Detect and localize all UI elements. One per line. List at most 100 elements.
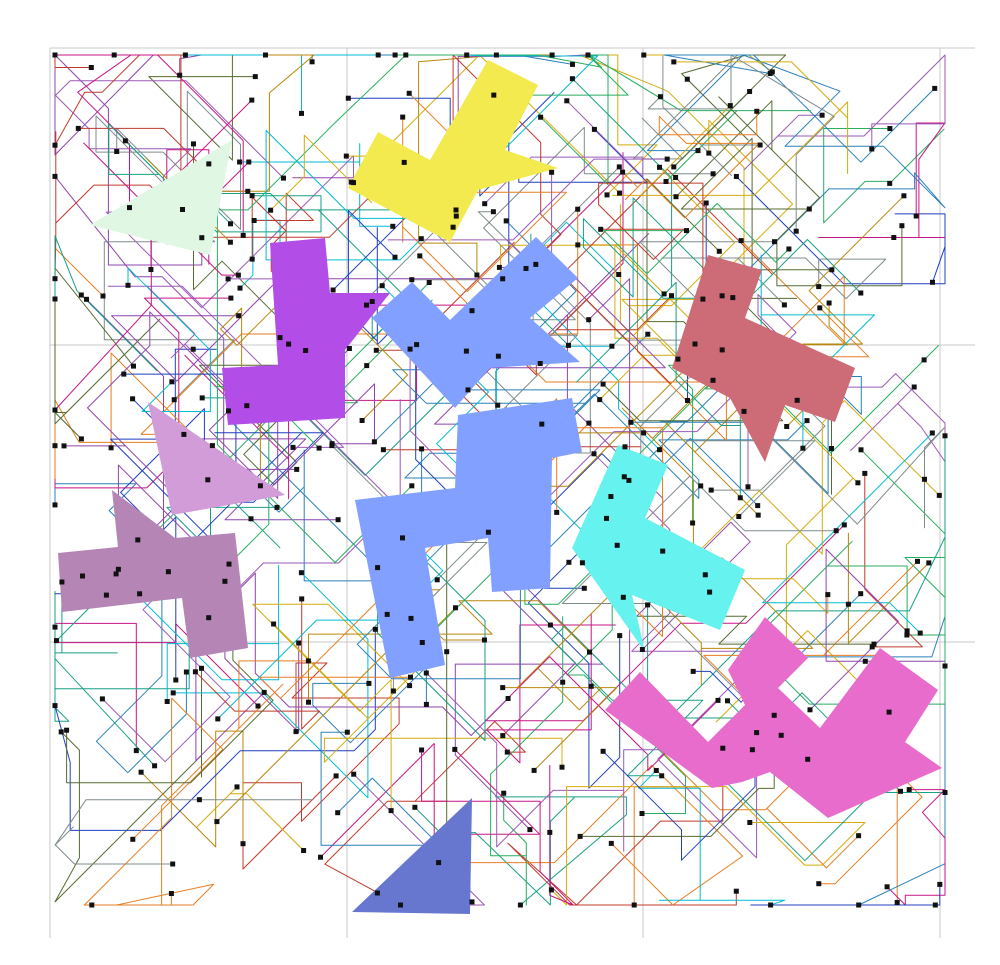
pin-marker [719, 347, 725, 353]
wire-trace [347, 210, 489, 533]
pin-marker [871, 641, 877, 647]
pin-marker [906, 787, 912, 793]
pin-marker [659, 773, 665, 779]
pin-marker [657, 94, 663, 100]
pin-marker [784, 424, 790, 429]
pin-marker [660, 548, 666, 554]
wire-trace [486, 613, 616, 764]
pin-marker [75, 125, 81, 131]
pin-marker [894, 900, 900, 905]
pin-marker [226, 408, 231, 414]
pin-marker [309, 59, 315, 65]
wire-trace [251, 192, 314, 287]
wire-trace [114, 54, 256, 161]
pin-marker [225, 276, 231, 282]
pin-marker [806, 206, 812, 212]
pin-marker [299, 596, 305, 602]
pin-marker [401, 159, 407, 165]
pin-marker [299, 110, 304, 116]
pin-marker [641, 52, 647, 58]
wire-trace [212, 350, 391, 582]
pin-marker [88, 65, 94, 70]
pin-marker [539, 421, 545, 427]
pin-marker [904, 632, 910, 638]
wire-trace [195, 598, 320, 730]
pin-marker [548, 887, 554, 893]
pin-marker [52, 443, 58, 449]
pin-marker [364, 302, 369, 308]
pin-marker [725, 698, 730, 704]
pin-marker [199, 665, 204, 671]
wire-trace [91, 660, 309, 906]
pin-marker [398, 902, 403, 908]
pin-marker [64, 727, 70, 733]
pin-marker [52, 624, 58, 630]
pin-marker [373, 347, 379, 353]
pin-marker [388, 808, 394, 814]
pin-marker [942, 433, 948, 439]
pin-marker [600, 748, 606, 754]
pin-marker [274, 504, 280, 510]
pin-marker [58, 729, 64, 735]
pin-marker [246, 159, 252, 165]
pin-marker [608, 494, 614, 499]
pin-marker [52, 296, 58, 302]
pin-marker [364, 363, 370, 369]
pin-marker [749, 747, 755, 753]
pin-marker [263, 52, 268, 58]
pin-marker [400, 535, 405, 541]
pin-marker [359, 418, 365, 423]
pin-marker [249, 97, 255, 103]
pin-marker [639, 811, 645, 816]
pin-marker [366, 680, 372, 686]
pin-marker [434, 577, 440, 583]
wire-trace [54, 668, 202, 903]
pin-marker [932, 902, 938, 908]
pin-marker [673, 175, 679, 180]
pin-marker [575, 206, 581, 212]
pin-marker [423, 670, 429, 676]
pin-marker [133, 748, 139, 754]
pin-marker [400, 114, 406, 120]
pin-marker [772, 239, 777, 245]
wire-trace [740, 240, 870, 358]
pin-marker [708, 487, 714, 493]
wire-trace [54, 629, 376, 831]
yellow-block [348, 60, 558, 242]
pin-marker [911, 384, 917, 390]
pin-marker [816, 881, 822, 887]
pin-marker [463, 348, 469, 354]
pin-marker [52, 142, 58, 148]
pin-marker [228, 221, 233, 227]
pin-marker [793, 228, 799, 234]
pin-marker [206, 161, 212, 167]
pin-marker [733, 888, 739, 894]
pin-marker [720, 745, 726, 751]
pin-marker [591, 126, 597, 132]
pin-marker [869, 644, 875, 650]
wire-trace [632, 54, 761, 176]
pin-marker [403, 52, 409, 58]
pin-marker [130, 836, 136, 842]
pin-marker [858, 447, 864, 453]
wire-trace [185, 54, 378, 114]
wire-trace [614, 244, 679, 360]
pin-marker [585, 52, 591, 58]
pin-marker [768, 902, 774, 908]
pin-marker [504, 749, 510, 755]
wire-trace [308, 600, 590, 703]
pin-marker [620, 594, 626, 600]
pin-marker [252, 74, 258, 80]
pin-marker [631, 902, 637, 908]
pin-marker [915, 558, 920, 564]
wire-trace [743, 54, 946, 171]
wire-trace [904, 557, 946, 666]
pin-marker [527, 827, 533, 833]
pin-marker [84, 296, 89, 302]
pin-marker [103, 592, 109, 598]
pin-marker [715, 697, 721, 703]
pin-marker [778, 732, 784, 738]
pin-marker [719, 293, 725, 299]
pin-marker [135, 537, 141, 543]
pin-marker [747, 89, 753, 94]
